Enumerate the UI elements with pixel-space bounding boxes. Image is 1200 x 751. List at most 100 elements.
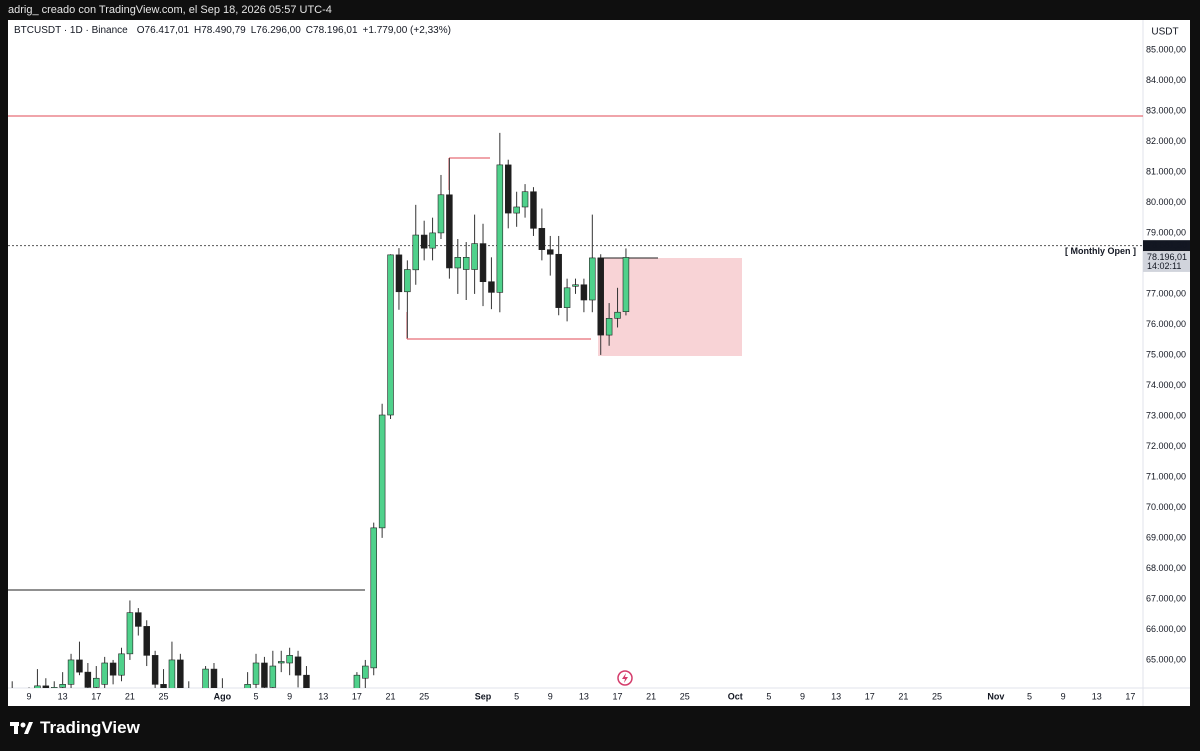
x-tick-label: 17 <box>613 691 623 701</box>
candle-body <box>101 662 108 685</box>
candle-body <box>177 659 184 688</box>
y-tick-label: 65.000,00 <box>1146 654 1186 664</box>
candle-body <box>555 253 562 308</box>
candles <box>11 132 630 724</box>
drawings <box>8 115 1143 591</box>
candle-body <box>437 194 445 234</box>
price-tag-label: 78.581,30 <box>1147 240 1187 250</box>
ohlc-value: O76.417,01 <box>136 25 190 36</box>
candle-body <box>135 612 142 627</box>
candle-body <box>244 684 251 688</box>
x-tick-label: 5 <box>254 691 259 701</box>
ohlc-value: C78.196,01 <box>305 25 358 36</box>
candle-body <box>202 668 209 688</box>
legend: BTCUSDT · 1D · Binance O76.417,01 H78.490,… <box>14 25 451 36</box>
y-tick-label: 79.000,00 <box>1146 227 1186 237</box>
candle-body <box>277 661 285 664</box>
candle-body <box>446 194 453 269</box>
y-tick-label: 73.000,00 <box>1146 410 1186 420</box>
candle-body <box>228 706 234 715</box>
y-tick-label: 85.000,00 <box>1146 44 1186 54</box>
countdown: 14:02:11 <box>1147 261 1181 271</box>
candle-body <box>572 284 579 287</box>
y-tick-label: 80.000,00 <box>1146 197 1186 207</box>
candle-body <box>160 684 167 688</box>
monthly-open-label: [ Monthly Open ] <box>1065 246 1136 256</box>
candle-body <box>353 674 361 688</box>
x-tick-label: 25 <box>159 691 169 701</box>
candle-body <box>34 685 41 688</box>
y-tick-label: 74.000,00 <box>1146 380 1186 390</box>
y-tick-label: 66.000,00 <box>1146 624 1186 634</box>
candle-body <box>210 668 218 688</box>
candle-body <box>395 254 403 293</box>
x-tick-label: 25 <box>680 691 690 701</box>
x-tick-label: 17 <box>352 691 362 701</box>
x-tick-label: Oct <box>728 691 743 701</box>
price-tag-label: 78.196,01 <box>1147 252 1187 262</box>
candle-body <box>252 662 260 685</box>
candle-body <box>454 257 462 269</box>
x-tick-label: 17 <box>865 691 875 701</box>
candle-body <box>370 527 377 669</box>
candle-body <box>143 626 150 656</box>
x-tick-label: 17 <box>1125 691 1135 701</box>
x-tick-label: 13 <box>58 691 68 701</box>
y-tick-label: 82.000,00 <box>1146 136 1186 146</box>
x-tick-label: 21 <box>898 691 908 701</box>
candle-body <box>109 662 117 676</box>
candle-body <box>404 269 411 293</box>
y-tick-label: 84.000,00 <box>1146 75 1186 85</box>
x-tick-label: Nov <box>987 691 1004 701</box>
candle-body <box>329 706 335 724</box>
candle-body <box>471 243 478 270</box>
price-tag <box>1143 251 1190 272</box>
candle-body <box>362 665 369 679</box>
y-tick-label: 70.000,00 <box>1146 502 1186 512</box>
candle-body <box>488 281 495 293</box>
candle-body <box>312 709 318 718</box>
footer: TradingView <box>10 718 140 738</box>
x-tick-label: 21 <box>125 691 135 701</box>
candle-body <box>622 257 630 312</box>
zone-box <box>598 258 742 356</box>
candle-body <box>294 656 302 676</box>
candle-body <box>286 655 293 664</box>
ohlc-value: H78.490,79 <box>194 25 246 36</box>
y-tick-label: 71.000,00 <box>1146 471 1186 481</box>
candle-body <box>378 414 386 529</box>
y-tick-label: 75.000,00 <box>1146 349 1186 359</box>
candle-body <box>614 311 621 319</box>
candle-body <box>50 687 58 688</box>
page-header: adrig_ creado con TradingView.com, el Se… <box>8 4 332 16</box>
x-tick-label: 13 <box>318 691 328 701</box>
candle-body <box>269 665 277 688</box>
candle-body <box>303 674 310 688</box>
chart-panel <box>8 20 1190 706</box>
candle-body <box>513 206 520 214</box>
y-tick-label: 77.000,00 <box>1146 288 1186 298</box>
candle-body <box>387 254 394 416</box>
y-tick-label: 72.000,00 <box>1146 441 1186 451</box>
x-tick-label: 5 <box>1027 691 1032 701</box>
y-tick-label: 68.000,00 <box>1146 563 1186 573</box>
candle-body <box>93 677 100 688</box>
x-tick-label: 25 <box>419 691 429 701</box>
x-tick-label: 21 <box>386 691 396 701</box>
candle-body <box>151 655 159 685</box>
brand-name: TradingView <box>40 718 140 737</box>
x-tick-label: 13 <box>1092 691 1102 701</box>
candle-body <box>42 685 50 688</box>
x-tick-label: 9 <box>1061 691 1066 701</box>
x-tick-label: 13 <box>831 691 841 701</box>
candle-body <box>168 659 176 688</box>
candle-body <box>126 612 134 655</box>
candle-body <box>118 653 125 676</box>
candle-body <box>261 662 268 688</box>
candle-body <box>337 715 343 724</box>
candle-body <box>479 243 487 283</box>
candle-body <box>547 249 554 255</box>
candle-body <box>84 671 92 688</box>
y-tick-label: 81.000,00 <box>1146 166 1186 176</box>
